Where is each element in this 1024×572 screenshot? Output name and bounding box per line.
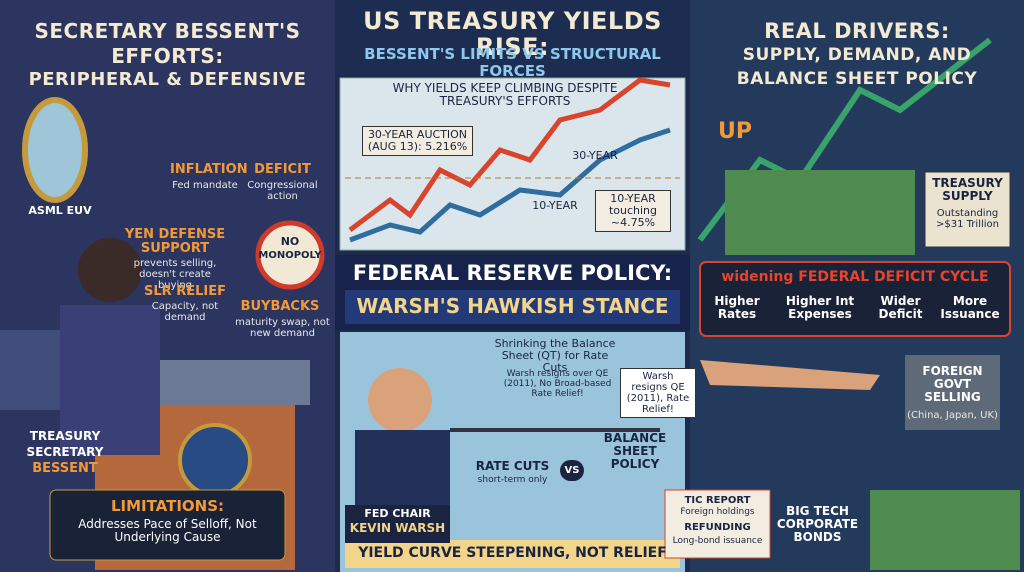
vs-badge: VS — [560, 460, 584, 481]
label: BALANCE SHEET POLICY — [603, 431, 667, 472]
callout: 30-YEAR AUCTION (AUG 13): 5.216% — [362, 126, 473, 157]
note: Shrinking the Balance Sheet (QT) for Rat… — [494, 337, 616, 375]
note: Warsh resigns over QE (2011), No Broad-b… — [503, 369, 612, 399]
note: Congressional action — [247, 180, 318, 202]
note: Outstanding >$31 Trillion — [936, 208, 999, 230]
label: BUYBACKS — [240, 299, 320, 314]
label: LIMITATIONS: — [110, 497, 225, 515]
label: BESSENT — [32, 461, 98, 476]
main-subtitle: BESSENT'S LIMITS VS STRUCTURAL FORCES — [364, 45, 661, 80]
panel-title: BALANCE SHEET POLICY — [736, 69, 978, 89]
label: ASML EUV — [28, 204, 92, 217]
label: INFLATION — [170, 162, 248, 177]
label: REFUNDING — [684, 522, 751, 533]
section-title: FEDERAL RESERVE POLICY: — [352, 261, 673, 285]
panel-title: EFFORTS: — [111, 44, 224, 68]
callout: 10-YEAR touching ~4.75% — [595, 190, 671, 233]
label: BIG TECH CORPORATE BONDS — [776, 504, 859, 545]
panel-title: SUPPLY, DEMAND, AND — [742, 45, 972, 65]
section-subtitle: WARSH'S HAWKISH STANCE — [356, 294, 669, 318]
panel-title: REAL DRIVERS: — [764, 19, 950, 43]
note: short-term only — [477, 475, 548, 485]
speech-bubble: Warsh resigns QE (2011), Rate Relief! — [620, 368, 696, 418]
cycle-step: Higher Rates — [714, 294, 760, 322]
label: widening FEDERAL DEFICIT CYCLE — [721, 269, 989, 285]
label: FED CHAIR — [364, 507, 431, 520]
note: prevents selling, doesn't create buying — [133, 258, 217, 291]
note: Capacity, not demand — [151, 301, 219, 323]
line-label: 30-YEAR — [572, 149, 618, 162]
label: DEFICIT — [254, 162, 311, 177]
note: Fed mandate — [172, 180, 238, 191]
note: (China, Japan, UK) — [907, 410, 998, 421]
label: FOREIGN GOVT SELLING — [922, 364, 983, 405]
panel-title: SECRETARY BESSENT'S — [34, 19, 301, 43]
chart-title: WHY YIELDS KEEP CLIMBING DESPITE TREASUR… — [392, 81, 618, 109]
cycle-step: Wider Deficit — [878, 294, 923, 322]
panel-title: PERIPHERAL & DEFENSIVE — [28, 69, 307, 90]
label: YEN DEFENSE SUPPORT — [124, 227, 226, 257]
cycle-step: More Issuance — [940, 294, 1000, 322]
label: TREASURY — [29, 429, 101, 443]
sign: MONOPOLY — [258, 250, 322, 261]
cycle-step: Higher Int Expenses — [785, 294, 855, 322]
label: SLR RELIEF — [144, 284, 226, 299]
label: SECRETARY — [26, 445, 104, 459]
main-title: US TREASURY YIELDS RISE: — [363, 7, 662, 62]
note: Foreign holdings — [680, 507, 755, 517]
label: KEVIN WARSH — [349, 521, 446, 535]
label: TIC REPORT — [684, 495, 751, 506]
sign: NO — [280, 235, 300, 248]
note: Addresses Pace of Selloff, Not Underlyin… — [78, 517, 257, 545]
line-label: 10-YEAR — [532, 199, 578, 212]
label: TREASURY SUPPLY — [932, 176, 1003, 204]
note: maturity swap, not new demand — [235, 317, 330, 339]
footer: YIELD CURVE STEEPENING, NOT RELIEF — [358, 545, 667, 561]
label: RATE CUTS — [475, 459, 550, 473]
note: Long-bond issuance — [672, 536, 763, 546]
label: UP — [718, 119, 752, 144]
